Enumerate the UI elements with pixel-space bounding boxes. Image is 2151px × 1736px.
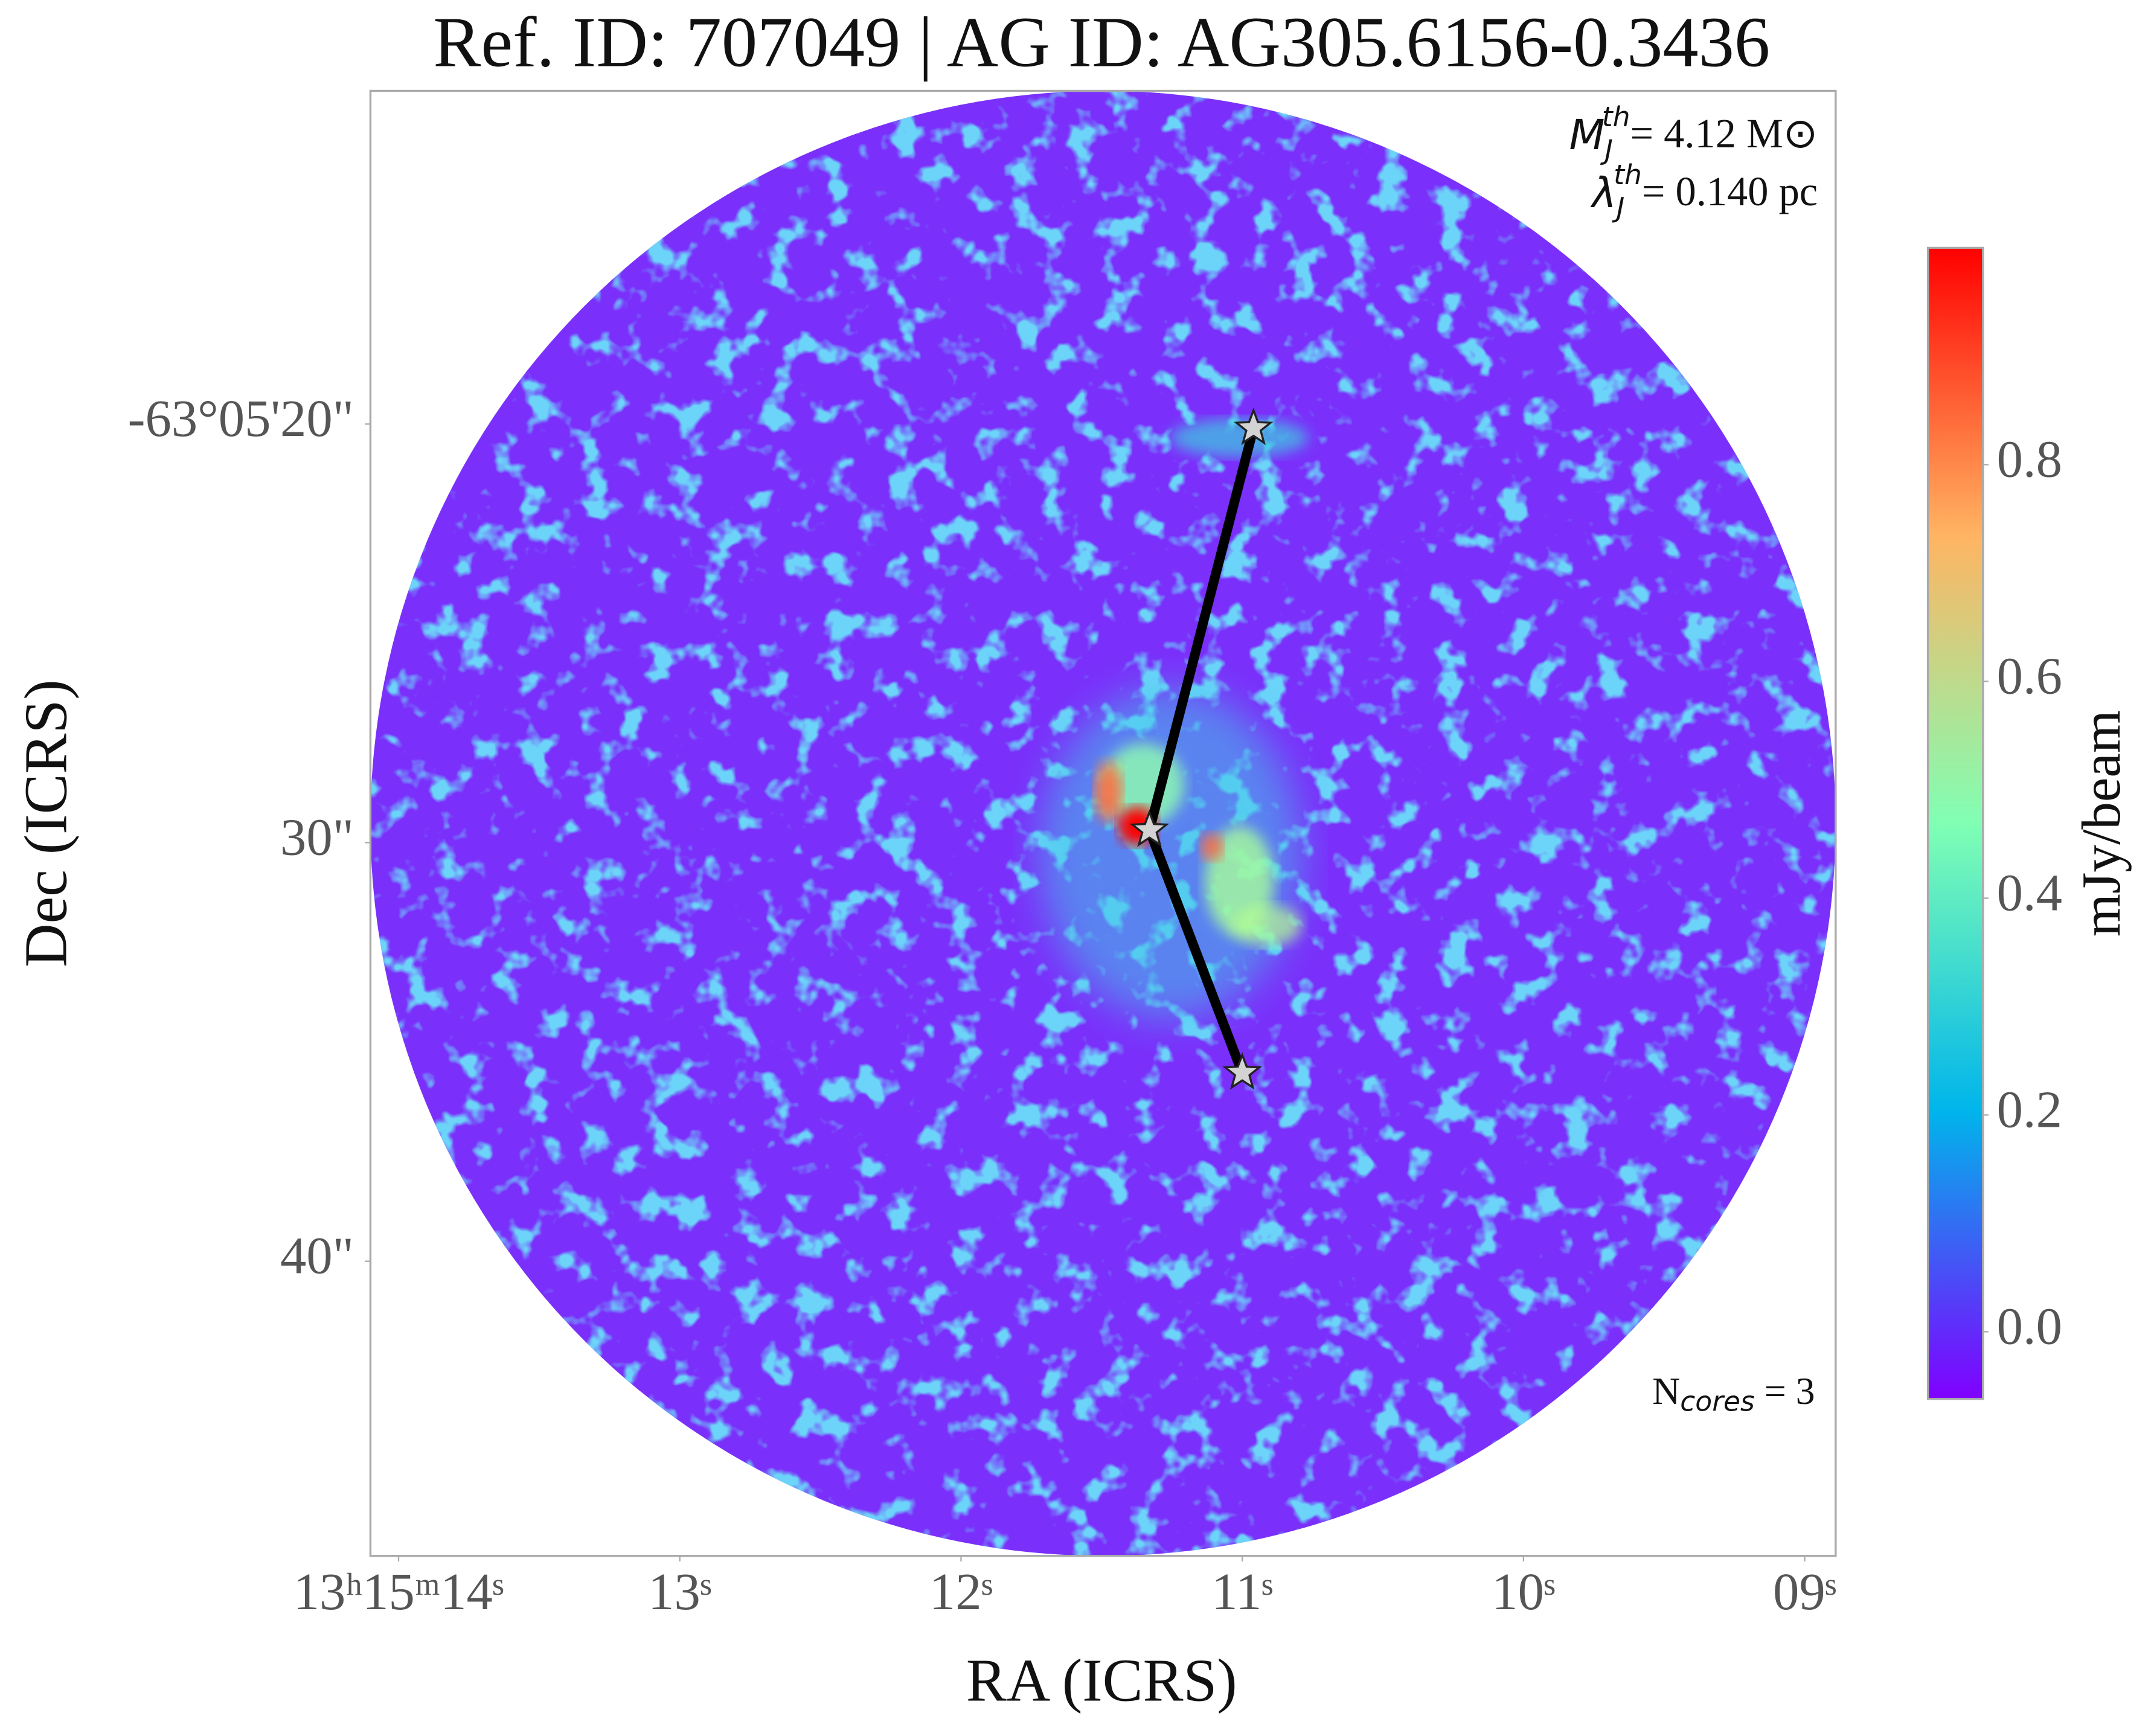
intensity-map bbox=[370, 91, 1836, 1556]
annotation-jeans-mass: MJth= 4.12 M⊙ bbox=[1569, 101, 1818, 166]
emission bbox=[1232, 905, 1301, 946]
emission bbox=[1201, 833, 1223, 861]
colorbar-tick-label: 0.2 bbox=[1997, 1080, 2062, 1138]
colorbar-tick-label: 0.4 bbox=[1997, 863, 2062, 921]
core-marker bbox=[1129, 809, 1170, 847]
plot-frame bbox=[369, 89, 1837, 1557]
x-tick-label: 09ˢ bbox=[1773, 1563, 1836, 1621]
colorbar-tick-label: 0.0 bbox=[1997, 1297, 2062, 1355]
x-tick-label: 12ˢ bbox=[929, 1563, 993, 1621]
x-tick-label: 13ʰ15ᵐ14ˢ bbox=[293, 1563, 504, 1621]
y-axis-label: Dec (ICRS) bbox=[13, 679, 80, 967]
emission bbox=[1094, 761, 1123, 822]
annotation-core-count: Ncores = 3 bbox=[1652, 1369, 1815, 1418]
x-tick-label: 11ˢ bbox=[1211, 1563, 1273, 1621]
core-marker bbox=[1233, 407, 1274, 446]
colorbar bbox=[1926, 246, 1984, 1400]
y-tick-label: 30" bbox=[280, 808, 354, 866]
x-tick-label: 13ˢ bbox=[648, 1563, 711, 1621]
colorbar-tick-label: 0.8 bbox=[1997, 430, 2062, 488]
chart-title: Ref. ID: 707049 | AG ID: AG305.6156-0.34… bbox=[433, 2, 1770, 82]
x-axis-label: RA (ICRS) bbox=[966, 1647, 1237, 1714]
colorbar-label: mJy/beam bbox=[2071, 710, 2132, 937]
emission bbox=[1170, 418, 1309, 458]
annotation-jeans-length: λJth= 0.140 pc bbox=[1590, 158, 1818, 223]
y-tick-label: 40" bbox=[280, 1227, 354, 1285]
core-marker bbox=[1222, 1052, 1262, 1090]
y-tick-label: -63°05'20" bbox=[128, 389, 354, 447]
colorbar-tick-label: 0.6 bbox=[1997, 647, 2062, 705]
x-tick-label: 10ˢ bbox=[1492, 1563, 1555, 1621]
